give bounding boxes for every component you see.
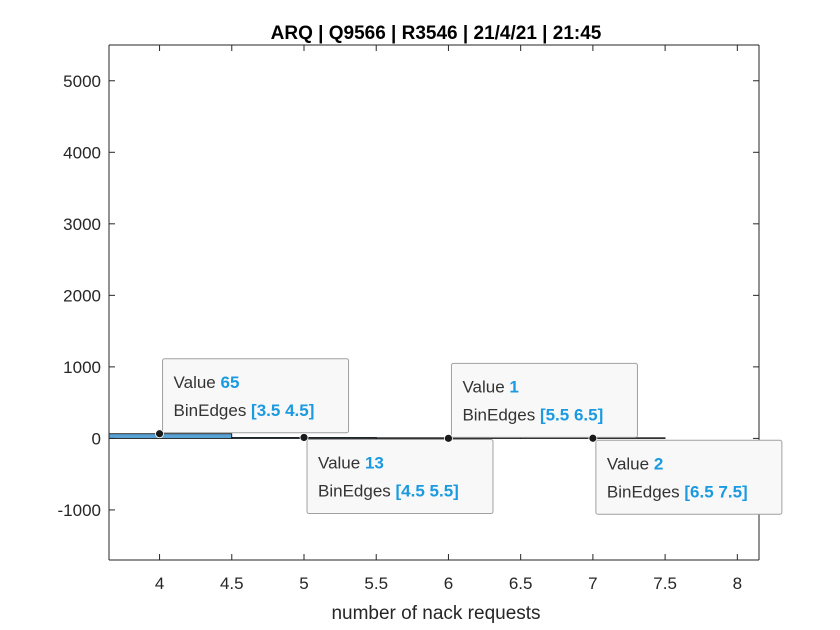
y-tick-label: 3000 [63,215,101,234]
datatips-group: Value 65 BinEdges [3.5 4.5] Value 13 BinEdg… [155,358,783,515]
datatip-value-label: Value [174,373,221,392]
datatip-value: 65 [221,373,240,392]
datatip-1: Value 65 BinEdges [3.5 4.5] [155,358,350,439]
x-tick-label: 7 [588,574,597,593]
datatip-edges-label: BinEdges [607,482,685,501]
datatip-value-line: Value 65 [174,373,240,392]
x-tick-label: 6.5 [509,574,533,593]
datatip-edges-line: BinEdges [5.5 6.5] [462,405,603,424]
x-axis-label: number of nack requests [331,603,540,624]
datatip-box [306,438,494,514]
x-tick-label: 4 [155,574,164,593]
y-tick-label: 2000 [63,286,101,305]
datatip-value: 2 [654,454,663,473]
histogram-bar-1 [108,433,233,439]
datatip-edges: [4.5 5.5] [396,481,459,500]
y-tick-label: 5000 [63,72,101,91]
datatip-marker [299,433,309,442]
x-tick-label: 6 [444,574,453,593]
datatip-edges-line: BinEdges [4.5 5.5] [318,481,459,500]
datatip-value-line: Value 13 [318,453,384,472]
y-tick-label: -1000 [58,501,101,520]
datatip-box [450,362,638,438]
datatip-3: Value 1 BinEdges [5.5 6.5] [444,362,638,443]
y-tick-label: 1000 [63,358,101,377]
x-tick-label: 7.5 [653,574,677,593]
datatip-value-line: Value 1 [462,377,518,396]
datatip-2: Value 13 BinEdges [4.5 5.5] [299,433,494,514]
datatip-box [162,358,350,434]
datatip-edges-line: BinEdges [3.5 4.5] [174,401,315,420]
datatip-edges: [5.5 6.5] [540,405,603,424]
datatip-value-label: Value [318,453,365,472]
x-tick-label: 5 [299,574,308,593]
datatip-edges: [6.5 7.5] [684,482,747,501]
datatip-value-label: Value [462,377,509,396]
chart-title: ARQ | Q9566 | R3546 | 21/4/21 | 21:45 [271,23,602,44]
datatip-value: 13 [365,453,384,472]
y-tick-label: 4000 [63,143,101,162]
datatip-value-label: Value [607,454,654,473]
datatip-edges-line: BinEdges [6.5 7.5] [607,482,748,501]
x-tick-label: 4.5 [220,574,244,593]
x-tick-label: 8 [733,574,742,593]
x-tick-label: 5.5 [364,574,388,593]
datatip-marker [155,429,164,439]
y-tick-label: 0 [92,429,101,448]
datatip-edges-label: BinEdges [462,405,540,424]
datatip-4: Value 2 BinEdges [6.5 7.5] [588,433,783,515]
datatip-value: 1 [509,377,518,396]
datatip-edges: [3.5 4.5] [251,401,314,420]
datatip-edges-label: BinEdges [174,401,252,420]
datatip-value-line: Value 2 [607,454,663,473]
datatip-marker [444,433,453,443]
datatip-marker [588,433,598,443]
datatip-edges-label: BinEdges [318,481,396,500]
datatip-box [595,439,783,515]
